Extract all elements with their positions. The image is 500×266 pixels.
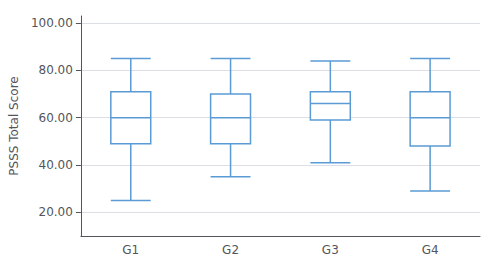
svg-text:G2: G2 xyxy=(222,243,239,257)
svg-text:G3: G3 xyxy=(322,243,339,257)
svg-text:G1: G1 xyxy=(122,243,139,257)
svg-text:60.00: 60.00 xyxy=(39,111,73,125)
svg-text:100.00: 100.00 xyxy=(31,16,73,30)
svg-text:PSSS Total Score: PSSS Total Score xyxy=(7,76,21,175)
svg-text:40.00: 40.00 xyxy=(39,158,73,172)
svg-text:G4: G4 xyxy=(422,243,439,257)
svg-text:80.00: 80.00 xyxy=(39,63,73,77)
svg-text:20.00: 20.00 xyxy=(39,205,73,219)
